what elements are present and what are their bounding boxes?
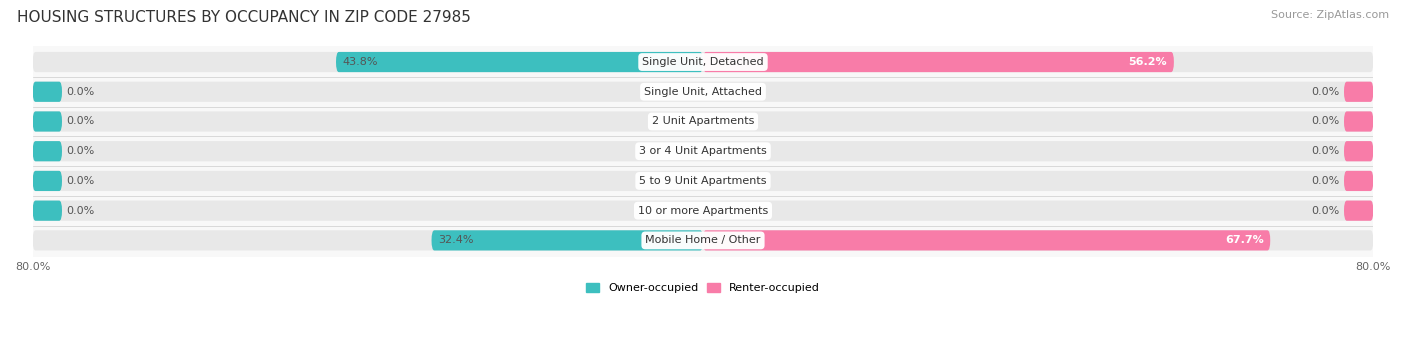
FancyBboxPatch shape <box>32 201 62 221</box>
FancyBboxPatch shape <box>703 230 1270 251</box>
Legend: Owner-occupied, Renter-occupied: Owner-occupied, Renter-occupied <box>581 278 825 298</box>
FancyBboxPatch shape <box>32 112 1374 132</box>
FancyBboxPatch shape <box>703 52 1174 72</box>
Text: 0.0%: 0.0% <box>66 117 94 127</box>
Text: 10 or more Apartments: 10 or more Apartments <box>638 206 768 216</box>
Text: 32.4%: 32.4% <box>439 235 474 246</box>
FancyBboxPatch shape <box>32 81 1374 102</box>
Text: Single Unit, Detached: Single Unit, Detached <box>643 57 763 67</box>
FancyBboxPatch shape <box>1344 201 1374 221</box>
Text: 0.0%: 0.0% <box>1312 146 1340 156</box>
Text: 0.0%: 0.0% <box>66 206 94 216</box>
Text: 0.0%: 0.0% <box>66 176 94 186</box>
FancyBboxPatch shape <box>32 112 62 132</box>
FancyBboxPatch shape <box>1344 141 1374 161</box>
Text: 3 or 4 Unit Apartments: 3 or 4 Unit Apartments <box>640 146 766 156</box>
FancyBboxPatch shape <box>432 230 703 251</box>
Text: 0.0%: 0.0% <box>1312 206 1340 216</box>
FancyBboxPatch shape <box>32 141 1374 161</box>
FancyBboxPatch shape <box>32 81 62 102</box>
FancyBboxPatch shape <box>1344 81 1374 102</box>
Text: 67.7%: 67.7% <box>1225 235 1264 246</box>
Text: 0.0%: 0.0% <box>66 146 94 156</box>
Text: 0.0%: 0.0% <box>1312 87 1340 97</box>
Text: Mobile Home / Other: Mobile Home / Other <box>645 235 761 246</box>
Text: 0.0%: 0.0% <box>1312 117 1340 127</box>
Text: 2 Unit Apartments: 2 Unit Apartments <box>652 117 754 127</box>
Text: Source: ZipAtlas.com: Source: ZipAtlas.com <box>1271 10 1389 20</box>
Text: 43.8%: 43.8% <box>343 57 378 67</box>
Text: 0.0%: 0.0% <box>1312 176 1340 186</box>
Text: 56.2%: 56.2% <box>1129 57 1167 67</box>
Text: 0.0%: 0.0% <box>66 87 94 97</box>
FancyBboxPatch shape <box>336 52 703 72</box>
FancyBboxPatch shape <box>1344 112 1374 132</box>
FancyBboxPatch shape <box>32 141 62 161</box>
Text: HOUSING STRUCTURES BY OCCUPANCY IN ZIP CODE 27985: HOUSING STRUCTURES BY OCCUPANCY IN ZIP C… <box>17 10 471 25</box>
FancyBboxPatch shape <box>32 171 1374 191</box>
Text: Single Unit, Attached: Single Unit, Attached <box>644 87 762 97</box>
FancyBboxPatch shape <box>32 52 1374 72</box>
FancyBboxPatch shape <box>1344 171 1374 191</box>
FancyBboxPatch shape <box>32 201 1374 221</box>
FancyBboxPatch shape <box>32 171 62 191</box>
FancyBboxPatch shape <box>32 230 1374 251</box>
Text: 5 to 9 Unit Apartments: 5 to 9 Unit Apartments <box>640 176 766 186</box>
